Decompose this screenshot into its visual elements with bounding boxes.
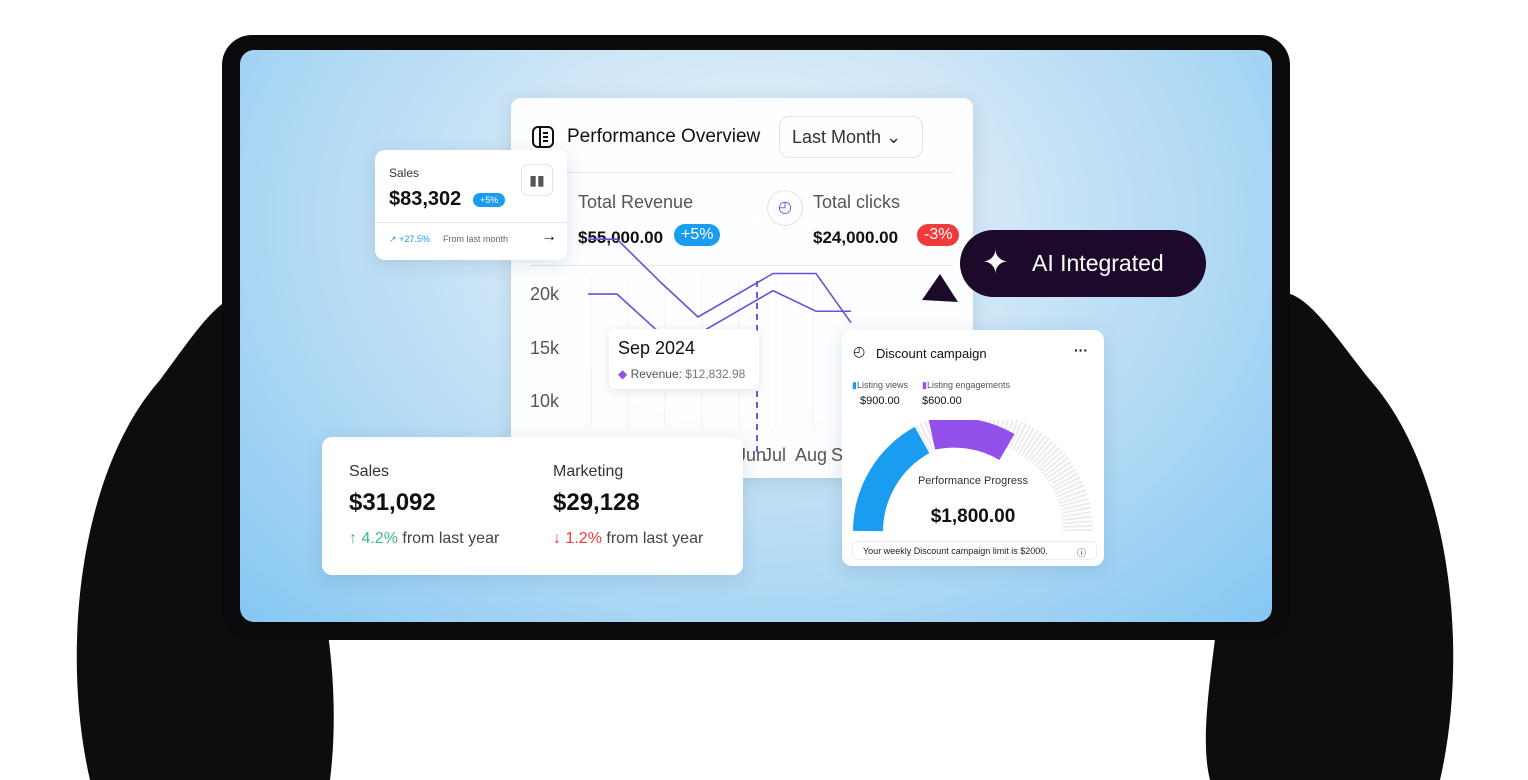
arrow-down-icon: ↓: [553, 530, 561, 547]
chart-tooltip: Sep 2024 ◆ Revenue: $12,832.98: [609, 329, 759, 389]
y-tick: 15k: [530, 338, 560, 358]
sales-trend: +27.5%: [399, 234, 430, 244]
diamond-icon: ◆: [618, 367, 628, 381]
cursor-pointer-icon: [922, 274, 958, 302]
sales-card: Sales $83,302 +5% ▮▮ ↗ +27.5% From last …: [375, 150, 567, 260]
total-clicks-value: $24,000.00: [813, 228, 899, 247]
info-icon[interactable]: ⓘ: [1076, 548, 1086, 558]
divider: [531, 265, 953, 266]
tooltip-value: $12,832.98: [685, 367, 746, 381]
arrow-up-icon: ↑: [349, 530, 357, 547]
ai-label: AI Integrated: [1032, 250, 1164, 276]
legend-swatch: ▮: [922, 380, 927, 390]
sales-marketing-card: Sales $31,092 ↑ 4.2% from last year Mark…: [322, 437, 743, 575]
sales-trend-text: From last month: [443, 234, 509, 244]
tooltip-title: Sep 2024: [618, 338, 696, 358]
ai-integrated-badge: ✦ AI Integrated: [960, 230, 1206, 297]
page-title: Performance Overview: [567, 126, 761, 147]
summary-sales-label: Sales: [349, 463, 390, 480]
gauge-listing-views: [853, 426, 930, 532]
legend-value: $600.00: [922, 395, 962, 407]
gauge-chart: [853, 420, 1093, 532]
bar-chart-icon[interactable]: ▮▮: [521, 164, 553, 196]
sales-badge: +5%: [473, 193, 506, 207]
sales-label: Sales: [389, 166, 420, 180]
discount-campaign-card: ◴ Discount campaign ··· ▮Listing views $…: [842, 330, 1104, 566]
legend-swatch: ▮: [852, 380, 857, 390]
gauge-listing-engagements: [928, 420, 1015, 461]
discount-title: Discount campaign: [876, 346, 987, 361]
document-icon: [532, 126, 554, 148]
sales-change: 4.2%: [361, 530, 398, 547]
tooltip-label: Revenue:: [630, 367, 682, 381]
divider: [531, 172, 953, 173]
range-dropdown[interactable]: Last Month ⌄: [779, 116, 923, 158]
revenue-change-badge: +5%: [674, 224, 721, 246]
total-clicks-label: Total clicks: [813, 192, 901, 212]
y-tick: 10k: [530, 391, 560, 411]
summary-sales-value: $31,092: [349, 489, 436, 516]
legend-value: $900.00: [860, 395, 900, 407]
marketing-change-suffix: from last year: [606, 530, 704, 547]
chevron-down-icon: ⌄: [886, 127, 902, 147]
summary-marketing-label: Marketing: [553, 463, 624, 480]
x-tick: Jul: [763, 445, 787, 465]
more-options-icon[interactable]: ···: [1074, 342, 1088, 358]
total-revenue-label: Total Revenue: [578, 192, 694, 212]
range-value: Last Month: [792, 127, 882, 147]
pie-chart-icon: ◴: [767, 190, 803, 226]
x-tick: Jun: [737, 445, 767, 465]
summary-marketing-value: $29,128: [553, 489, 640, 516]
sparkle-icon: ✦: [982, 244, 1009, 280]
legend-label: Listing engagements: [926, 380, 1011, 390]
y-tick: 20k: [530, 284, 560, 304]
series-line-1: [588, 238, 852, 324]
sales-change-suffix: from last year: [402, 530, 500, 547]
pie-chart-icon: ◴: [853, 343, 866, 359]
clicks-change-badge: -3%: [917, 224, 960, 246]
x-tick: Aug: [795, 445, 828, 465]
marketing-change: 1.2%: [565, 530, 602, 547]
gauge-center-label: Performance Progress: [917, 475, 1029, 487]
sales-value: $83,302: [389, 188, 462, 210]
total-revenue-value: $55,000.00: [578, 228, 664, 247]
x-tick: Sep: [831, 445, 843, 465]
limit-text: Your weekly Discount campaign limit is $…: [863, 546, 1048, 556]
series-line-2: [588, 289, 851, 335]
legend-label: Listing views: [856, 380, 908, 390]
trend-up-icon: ↗: [389, 234, 397, 244]
gauge-center-value: $1,800.00: [930, 506, 1016, 527]
divider: [375, 222, 567, 223]
arrow-right-icon[interactable]: →: [541, 228, 557, 245]
